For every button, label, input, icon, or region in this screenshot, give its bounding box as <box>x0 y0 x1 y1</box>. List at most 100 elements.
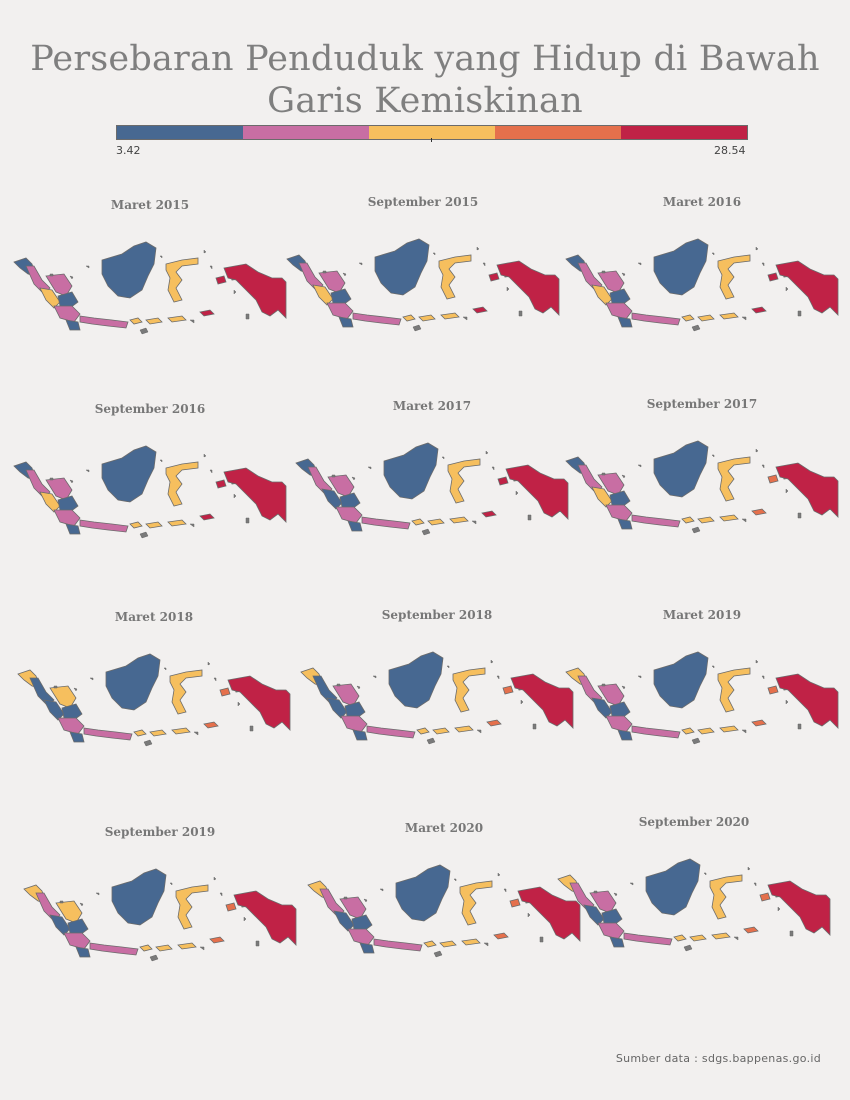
region-lampung <box>609 936 625 948</box>
page-title: Persebaran Penduduk yang Hidup di Bawah … <box>30 39 820 121</box>
region-kalimantan <box>653 440 709 498</box>
panel-title: September 2017 <box>646 397 758 411</box>
legend-swatch-3 <box>369 126 495 139</box>
region-lampung <box>347 520 363 532</box>
region-papua <box>775 462 839 518</box>
region-nusa-tenggara <box>673 932 731 942</box>
legend-min-label: 3.42 <box>116 144 141 157</box>
region-jawa <box>631 514 681 528</box>
panel-title: September 2020 <box>638 815 750 829</box>
region-sumatera-selatan <box>340 715 368 733</box>
legend-max-label: 28.54 <box>714 144 746 157</box>
region-sumatera-utara <box>35 892 61 922</box>
indonesia-map <box>295 442 569 536</box>
legend-swatch-5 <box>621 126 747 139</box>
region-lampung <box>617 316 633 328</box>
map-panel: Maret 2015 <box>10 198 290 368</box>
indonesia-map <box>565 440 839 534</box>
region-sumatera-selatan <box>63 932 91 950</box>
region-lampung <box>617 518 633 530</box>
region-kalimantan <box>111 868 167 926</box>
region-sumatera-utara <box>577 675 603 705</box>
indonesia-map <box>13 445 287 539</box>
region-jambi <box>344 701 366 719</box>
region-nusa-tenggara <box>416 725 474 735</box>
region-nusa-tenggara <box>423 938 481 948</box>
indonesia-map <box>17 653 291 747</box>
indonesia-map <box>286 238 560 332</box>
region-sumatera-barat <box>591 697 613 719</box>
region-papua <box>227 675 291 731</box>
region-jawa <box>366 725 416 739</box>
region-sumatera-utara <box>319 888 345 918</box>
map-panel: September 2019 <box>20 825 300 995</box>
region-papua <box>505 464 569 520</box>
region-riau <box>597 472 625 496</box>
region-jambi <box>609 701 631 719</box>
small-islands <box>59 876 260 962</box>
panel-title: Maret 2020 <box>404 821 484 835</box>
region-sulawesi <box>165 461 199 507</box>
region-jambi <box>601 908 623 926</box>
region-kalimantan <box>653 651 709 709</box>
region-nusa-tenggara <box>681 312 739 322</box>
region-lampung <box>75 946 91 958</box>
region-sumatera-selatan <box>347 928 375 946</box>
indonesia-map <box>557 858 831 952</box>
region-jambi <box>609 288 631 306</box>
region-sulawesi <box>452 667 486 713</box>
region-kalimantan <box>395 864 451 922</box>
indonesia-map <box>13 241 287 335</box>
region-riau <box>332 683 360 707</box>
region-sumatera-utara <box>25 265 51 295</box>
region-nusa-tenggara <box>129 315 187 325</box>
region-kalimantan <box>653 238 709 296</box>
region-sumatera-barat <box>583 904 605 926</box>
small-islands <box>49 249 250 335</box>
small-islands <box>601 659 802 745</box>
region-sulawesi <box>447 458 481 504</box>
region-sumatera-barat <box>591 486 613 508</box>
region-sumatera-utara <box>29 677 55 707</box>
indonesia-map <box>23 868 297 962</box>
legend-swatch-1 <box>117 126 243 139</box>
indonesia-map <box>307 864 581 958</box>
region-sumatera-selatan <box>597 922 625 940</box>
region-sumatera-utara <box>307 466 333 496</box>
source-note: Sumber data : sdgs.bappenas.go.id <box>615 1052 821 1065</box>
region-sumatera-utara <box>577 464 603 494</box>
indonesia-map <box>565 651 839 745</box>
map-panel: September 2015 <box>283 195 563 365</box>
region-sumatera-utara <box>25 469 51 499</box>
region-jawa <box>352 312 402 326</box>
region-riau <box>597 270 625 294</box>
region-sumatera-utara <box>577 262 603 292</box>
region-sulawesi <box>169 669 203 715</box>
region-sulawesi <box>717 456 751 502</box>
region-sulawesi <box>175 884 209 930</box>
small-islands <box>343 872 544 958</box>
region-sumatera-barat <box>43 699 65 721</box>
region-jawa <box>373 938 423 952</box>
region-sumatera-selatan <box>335 506 363 524</box>
region-sumatera-barat <box>333 910 355 932</box>
region-kalimantan <box>645 858 701 916</box>
map-panel: Maret 2018 <box>14 610 294 780</box>
map-panel: September 2016 <box>10 402 290 572</box>
region-sumatera-selatan <box>605 715 633 733</box>
legend-swatch-4 <box>495 126 621 139</box>
region-lampung <box>617 729 633 741</box>
panel-title: Maret 2016 <box>662 195 742 209</box>
map-panel: Maret 2019 <box>562 608 842 778</box>
region-papua <box>775 673 839 729</box>
region-lampung <box>352 729 368 741</box>
region-papua <box>223 467 287 523</box>
region-jawa <box>631 725 681 739</box>
small-islands <box>322 246 523 332</box>
small-islands <box>53 661 254 747</box>
region-sulawesi <box>165 257 199 303</box>
small-islands <box>49 453 250 539</box>
map-panel: September 2018 <box>297 608 577 778</box>
region-jambi <box>61 703 83 721</box>
region-papua <box>517 886 581 942</box>
